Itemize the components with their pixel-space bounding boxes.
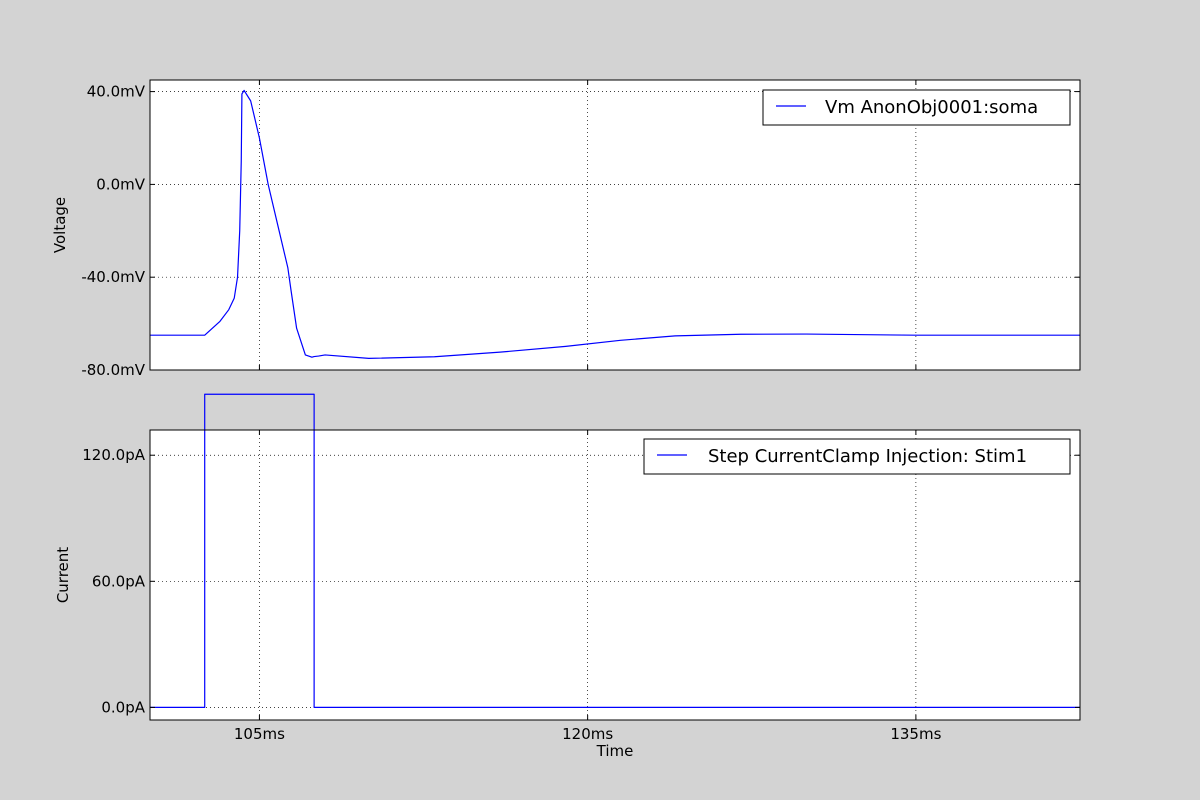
x-tick-label: 120ms	[562, 725, 613, 743]
voltage-plot-frame	[149, 79, 1081, 371]
voltage-legend: Vm AnonObj0001:soma	[762, 89, 1071, 126]
voltage-legend-label: Vm AnonObj0001:soma	[825, 97, 1038, 118]
time-axis-label: Time	[596, 742, 634, 760]
voltage-plot-data	[150, 89, 1080, 359]
y-tick-label: 120.0pA	[82, 446, 145, 464]
current-ticks: 105ms 120ms 135ms 0.0pA 60.0pA 120.0pA	[82, 430, 1080, 743]
current-legend: Step CurrentClamp Injection: Stim1	[643, 438, 1071, 475]
current-legend-label: Step CurrentClamp Injection: Stim1	[708, 446, 1027, 467]
series-line	[150, 89, 1080, 359]
y-tick-label: 60.0pA	[92, 572, 146, 590]
y-tick-label: 0.0mV	[96, 175, 145, 193]
y-tick-label: -80.0mV	[81, 361, 145, 379]
voltage-ticks: -80.0mV -40.0mV 0.0mV 40.0mV	[81, 80, 1080, 379]
y-tick-label: 40.0mV	[87, 83, 146, 101]
current-axes: 105ms 120ms 135ms 0.0pA 60.0pA 120.0pA Curren…	[54, 393, 1081, 760]
current-plot-frame	[149, 429, 1081, 721]
x-tick-label: 105ms	[234, 725, 285, 743]
voltage-legend-box	[762, 89, 1071, 126]
current-legend-box	[643, 438, 1071, 475]
voltage-axes: -80.0mV -40.0mV 0.0mV 40.0mV Voltage Vm Ano…	[51, 79, 1081, 379]
x-tick-label: 135ms	[890, 725, 941, 743]
voltage-axis-label: Voltage	[51, 197, 69, 253]
voltage-plot-area	[150, 80, 1080, 370]
current-plot-data	[150, 393, 1080, 708]
current-plot-area	[150, 430, 1080, 720]
series-line	[150, 393, 1080, 708]
current-axis-label: Current	[54, 547, 72, 603]
y-tick-label: -40.0mV	[81, 268, 145, 286]
y-tick-label: 0.0pA	[101, 698, 145, 716]
